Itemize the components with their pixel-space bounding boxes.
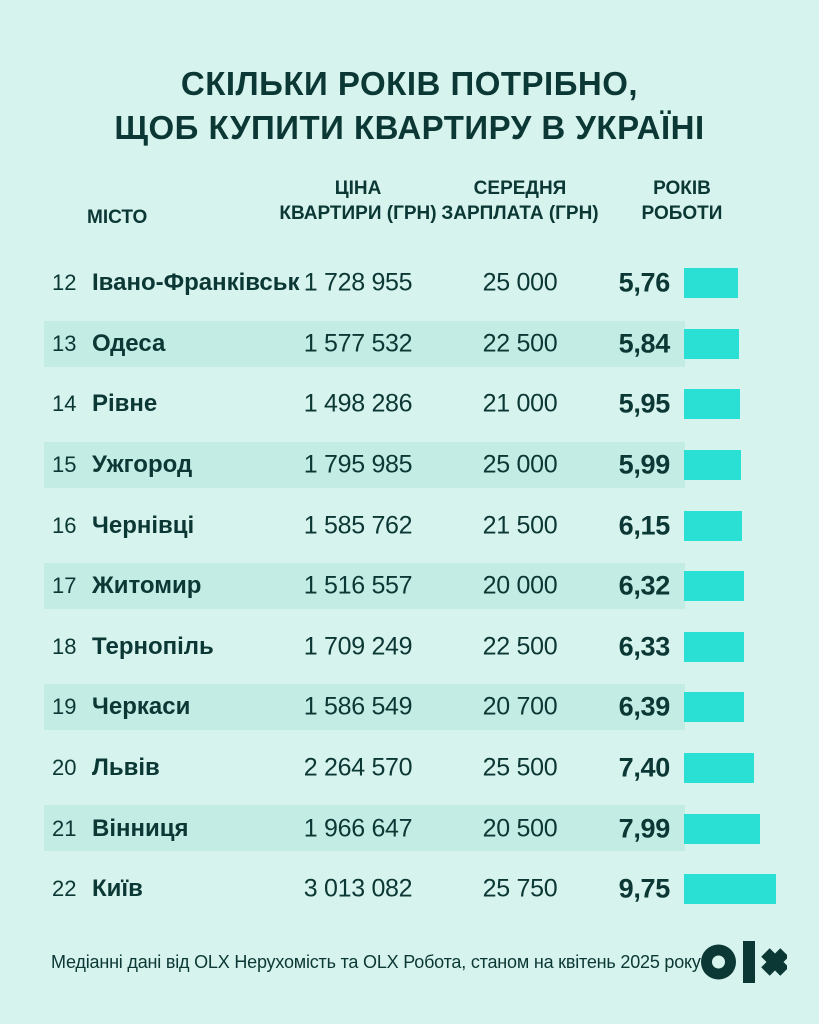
row-price: 2 264 570	[303, 753, 413, 782]
row-rank: 14	[52, 391, 77, 417]
years-bar	[684, 692, 744, 723]
column-header-price-line2: КВАРТИРИ (ГРН)	[279, 203, 437, 224]
row-city: Вінниця	[92, 814, 189, 842]
column-header-price-line1: ЦІНА	[334, 178, 382, 199]
table-row: 14 Рівне 1 498 286 21 000 5,95	[44, 374, 779, 435]
row-rank: 21	[52, 815, 77, 841]
row-rank: 12	[52, 270, 77, 296]
row-rank: 16	[52, 512, 77, 538]
row-price: 1 795 985	[303, 450, 413, 479]
row-city: Рівне	[92, 390, 158, 418]
row-city: Івано-Франківськ	[92, 269, 300, 297]
column-header-salary: СЕРЕДНЯ ЗАРПЛАТА (ГРН)	[440, 176, 600, 226]
olx-logo-icon	[701, 941, 789, 983]
page-title-line2: ЩОБ КУПИТИ КВАРТИРУ В УКРАЇНІ	[114, 109, 705, 146]
years-bar	[684, 328, 739, 359]
column-header-years-line2: РОБОТИ	[641, 203, 723, 224]
row-city: Житомир	[92, 572, 202, 600]
row-city: Львів	[92, 754, 160, 782]
row-city: Одеса	[92, 329, 166, 357]
page-title: СКІЛЬКИ РОКІВ ПОТРІБНО, ЩОБ КУПИТИ КВАРТ…	[0, 62, 819, 150]
row-years-value: 6,15	[618, 510, 671, 541]
table-row: 17 Житомир 1 516 557 20 000 6,32	[44, 556, 779, 617]
row-price: 1 516 557	[303, 571, 413, 600]
row-salary: 22 500	[482, 329, 558, 358]
row-years-value: 6,39	[618, 691, 671, 722]
table-row: 16 Чернівці 1 585 762 21 500 6,15	[44, 495, 779, 556]
column-header-years-line1: РОКІВ	[653, 178, 711, 199]
years-bar	[684, 753, 754, 784]
row-city: Черкаси	[92, 693, 191, 721]
row-years-value: 7,99	[618, 813, 671, 844]
row-price: 1 709 249	[303, 632, 413, 661]
column-header-city: МІСТО	[87, 207, 148, 228]
row-city: Київ	[92, 875, 143, 903]
row-city: Ужгород	[92, 451, 193, 479]
table-row: 15 Ужгород 1 795 985 25 000 5,99	[44, 435, 779, 496]
row-years-value: 7,40	[618, 752, 671, 783]
row-salary: 20 500	[482, 814, 558, 843]
row-years-value: 6,33	[618, 631, 671, 662]
source-note: Медіанні дані від OLX Нерухомість та OLX…	[51, 952, 701, 972]
row-rank: 18	[52, 633, 77, 659]
row-rank: 13	[52, 330, 77, 356]
row-price: 3 013 082	[303, 874, 413, 903]
years-bar	[684, 874, 776, 905]
row-years-value: 9,75	[618, 873, 671, 904]
row-salary: 22 500	[482, 632, 558, 661]
row-years-value: 5,76	[618, 267, 671, 298]
row-salary: 21 000	[482, 389, 558, 418]
row-rank: 15	[52, 452, 77, 478]
row-price: 1 728 955	[303, 268, 413, 297]
table-row: 22 Київ 3 013 082 25 750 9,75	[44, 859, 779, 920]
column-header-salary-line1: СЕРЕДНЯ	[473, 178, 567, 199]
row-rank: 19	[52, 694, 77, 720]
column-header-salary-line2: ЗАРПЛАТА (ГРН)	[441, 203, 599, 224]
table-row: 13 Одеса 1 577 532 22 500 5,84	[44, 314, 779, 375]
row-salary: 25 500	[482, 753, 558, 782]
row-salary: 25 000	[482, 450, 558, 479]
row-city: Тернопіль	[92, 632, 214, 660]
row-city: Чернівці	[92, 511, 195, 539]
table-header: МІСТО ЦІНА КВАРТИРИ (ГРН) СЕРЕДНЯ ЗАРПЛА…	[44, 176, 779, 230]
table-row: 21 Вінниця 1 966 647 20 500 7,99	[44, 798, 779, 859]
years-bar	[684, 510, 742, 541]
row-years-value: 5,99	[618, 449, 671, 480]
table-row: 20 Львів 2 264 570 25 500 7,40	[44, 738, 779, 799]
row-salary: 20 700	[482, 692, 558, 721]
row-salary: 20 000	[482, 571, 558, 600]
column-header-years: РОКІВ РОБОТИ	[622, 176, 742, 226]
row-salary: 25 750	[482, 874, 558, 903]
row-years-value: 6,32	[618, 570, 671, 601]
years-bar	[684, 813, 760, 844]
table-row: 19 Черкаси 1 586 549 20 700 6,39	[44, 677, 779, 738]
years-bar	[684, 450, 741, 481]
page-title-line1: СКІЛЬКИ РОКІВ ПОТРІБНО,	[180, 65, 639, 102]
column-header-price: ЦІНА КВАРТИРИ (ГРН)	[278, 176, 438, 226]
row-price: 1 577 532	[303, 329, 413, 358]
table-row: 18 Тернопіль 1 709 249 22 500 6,33	[44, 617, 779, 678]
row-rank: 17	[52, 573, 77, 599]
years-bar	[684, 268, 738, 299]
row-years-value: 5,84	[618, 328, 671, 359]
years-bar	[684, 571, 744, 602]
row-rank: 20	[52, 755, 77, 781]
years-bar	[684, 389, 740, 420]
row-price: 1 585 762	[303, 511, 413, 540]
table-body: 12 Івано-Франківськ 1 728 955 25 000 5,7…	[44, 253, 779, 920]
row-price: 1 586 549	[303, 692, 413, 721]
row-salary: 25 000	[482, 268, 558, 297]
row-price: 1 966 647	[303, 814, 413, 843]
row-price: 1 498 286	[303, 389, 413, 418]
row-salary: 21 500	[482, 511, 558, 540]
row-years-value: 5,95	[618, 388, 671, 419]
table-row: 12 Івано-Франківськ 1 728 955 25 000 5,7…	[44, 253, 779, 314]
years-bar	[684, 631, 744, 662]
olx-logo	[701, 941, 789, 988]
row-rank: 22	[52, 876, 77, 902]
